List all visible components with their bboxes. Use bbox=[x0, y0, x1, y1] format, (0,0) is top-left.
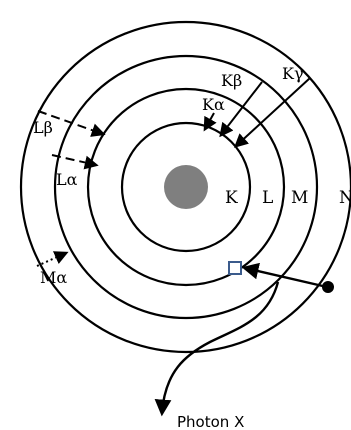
shell-n-circle bbox=[19, 20, 351, 354]
photon-label: Photon X bbox=[177, 413, 244, 430]
shell-l-circle bbox=[86, 87, 286, 287]
k-beta-arrow bbox=[219, 81, 263, 138]
shell-label-n: N bbox=[339, 188, 351, 208]
k-gamma-arrow bbox=[233, 77, 311, 148]
nucleus bbox=[164, 165, 208, 209]
m-alpha-label: Mα bbox=[40, 268, 67, 287]
shell-label-l: L bbox=[262, 188, 273, 208]
l-beta-label: Lβ bbox=[33, 118, 53, 137]
incident-particle-path bbox=[241, 262, 328, 289]
shell-m-circle bbox=[53, 54, 319, 320]
k-alpha-arrow bbox=[203, 112, 217, 132]
k-beta-label: Kβ bbox=[221, 71, 242, 90]
shell-label-k: K bbox=[225, 188, 238, 208]
photon-path bbox=[154, 281, 280, 417]
electron-vacancy bbox=[228, 261, 242, 275]
l-alpha-arrow bbox=[51, 154, 99, 170]
k-alpha-label: Kα bbox=[202, 95, 225, 114]
m-alpha-arrow bbox=[36, 251, 69, 267]
l-alpha-label: Lα bbox=[56, 170, 78, 189]
shell-k-circle bbox=[120, 121, 252, 253]
k-gamma-label: Kγ bbox=[282, 64, 304, 83]
shell-label-m: M bbox=[291, 188, 308, 208]
incident-particle bbox=[322, 281, 334, 293]
l-beta-arrow bbox=[37, 110, 106, 137]
